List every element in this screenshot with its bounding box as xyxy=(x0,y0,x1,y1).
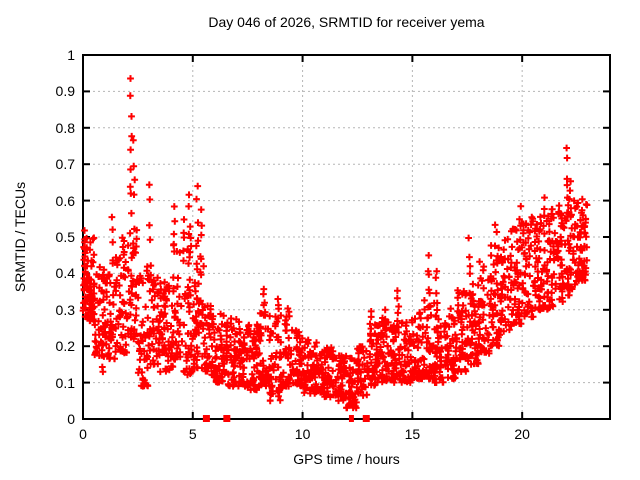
y-tick-label: 0.6 xyxy=(55,192,75,209)
y-tick-label: 0.3 xyxy=(55,301,75,318)
axis-marker-narrow xyxy=(350,415,354,422)
y-tick-label: 0 xyxy=(67,411,75,427)
y-tick-label: 0.1 xyxy=(55,374,75,391)
x-tick-label: 5 xyxy=(188,426,197,442)
y-tick-label: 0.5 xyxy=(55,229,75,245)
data-points-srmtid xyxy=(79,75,591,412)
y-tick-label: 0.4 xyxy=(55,265,75,282)
x-axis-label: GPS time / hours xyxy=(293,451,400,467)
axis-marker-square xyxy=(202,415,210,422)
y-tick-label: 0.9 xyxy=(55,83,75,100)
y-tick-label: 1 xyxy=(67,47,75,63)
plot-border xyxy=(82,54,611,420)
chart-title: Day 046 of 2026, SRMTID for receiver yem… xyxy=(208,14,485,30)
x-tick-label: 10 xyxy=(294,426,311,442)
y-tick-label: 0.7 xyxy=(55,156,75,173)
x-tick-label: 0 xyxy=(79,426,87,442)
axis-marker-narrow xyxy=(348,415,352,422)
axis-marker-square xyxy=(362,415,370,422)
y-tick-label: 0.2 xyxy=(55,338,75,355)
y-tick-label: 0.8 xyxy=(55,119,75,136)
x-tick-label: 20 xyxy=(514,426,530,442)
y-axis-label: SRMTID / TECUs xyxy=(12,181,28,293)
x-tick-label: 15 xyxy=(404,426,421,442)
axis-marker-square xyxy=(223,415,231,422)
